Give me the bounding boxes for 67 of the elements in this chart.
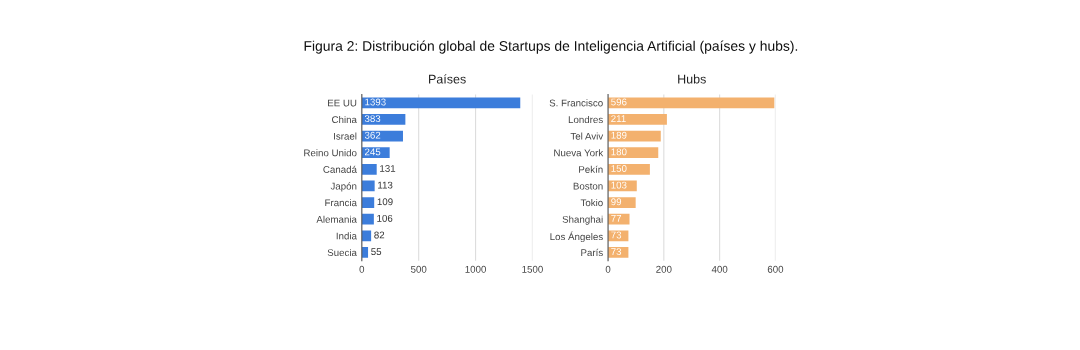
y-tick-label: Boston <box>573 182 603 190</box>
data-label: 73 <box>611 248 622 256</box>
bar <box>608 114 667 125</box>
bar <box>361 247 369 258</box>
data-label: 113 <box>378 181 393 189</box>
bar <box>361 180 375 192</box>
y-tick-label: EE UU <box>328 99 357 107</box>
y-tick-label: París <box>581 248 603 257</box>
y-tick-label: Londres <box>568 115 603 124</box>
bar <box>608 147 659 159</box>
data-label: 131 <box>380 165 396 172</box>
y-tick-label: China <box>332 115 357 124</box>
chart-title: Hubs <box>678 74 706 84</box>
data-label: 150 <box>611 165 627 172</box>
data-label: 211 <box>611 115 626 122</box>
x-tick-label: 400 <box>711 265 728 273</box>
y-tick-label: India <box>336 232 357 240</box>
y-tick-label: Tel Aviv <box>570 132 604 140</box>
data-label: 245 <box>364 148 381 156</box>
x-tick-label: 0 <box>605 265 611 273</box>
y-tick-label: Tokio <box>580 199 603 207</box>
bar <box>608 163 650 175</box>
y-tick-label: Francia <box>325 199 357 207</box>
bar <box>608 197 636 208</box>
bar <box>608 97 775 109</box>
x-tick-label: 200 <box>656 265 672 273</box>
bar <box>361 114 406 125</box>
y-tick-label: S. Francisco <box>549 99 603 107</box>
y-tick-label: Los Ángeles <box>550 231 603 243</box>
bar <box>361 97 521 109</box>
text: Figura 2: Distribución global de Startups de Inteligencia Artificial (países y hubs). <box>304 40 798 54</box>
data-label: 596 <box>611 98 627 106</box>
bar <box>608 213 630 225</box>
bar <box>361 230 372 242</box>
y-tick-label: Reino Unido <box>304 149 357 157</box>
bar <box>361 213 374 225</box>
y-tick-label: Japón <box>330 182 357 192</box>
data-label: 55 <box>371 248 382 256</box>
x-tick-label: 1000 <box>465 265 486 273</box>
x-tick-label: 600 <box>767 265 784 273</box>
y-tick-label: Pekín <box>579 165 603 173</box>
y-tick-label: Nueva York <box>554 149 604 157</box>
y-tick-label: Canadá <box>323 165 357 173</box>
data-label: 189 <box>611 131 627 139</box>
bar <box>361 197 375 208</box>
chart-title: Países <box>429 74 466 84</box>
y-tick-label: Shanghai <box>562 215 603 225</box>
data-label: 73 <box>611 231 622 239</box>
x-tick-label: 0 <box>359 265 365 273</box>
data-label: 1393 <box>365 98 386 106</box>
x-tick-label: 500 <box>410 265 427 273</box>
data-label: 82 <box>374 231 385 239</box>
data-label: 362 <box>364 131 381 139</box>
x-tick-label: 1500 <box>522 265 543 273</box>
data-label: 99 <box>611 198 622 206</box>
y-tick-label: Alemania <box>316 215 357 223</box>
bar <box>608 230 629 242</box>
y-tick-label: Suecia <box>327 248 357 257</box>
bar <box>361 163 377 175</box>
bar <box>361 147 390 159</box>
data-label: 180 <box>611 148 627 156</box>
data-label: 77 <box>611 215 622 222</box>
y-tick-label: Israel <box>334 132 357 140</box>
data-label: 383 <box>364 115 381 123</box>
data-label: 109 <box>377 198 393 206</box>
data-label: 106 <box>377 214 393 222</box>
data-label: 103 <box>611 181 627 189</box>
